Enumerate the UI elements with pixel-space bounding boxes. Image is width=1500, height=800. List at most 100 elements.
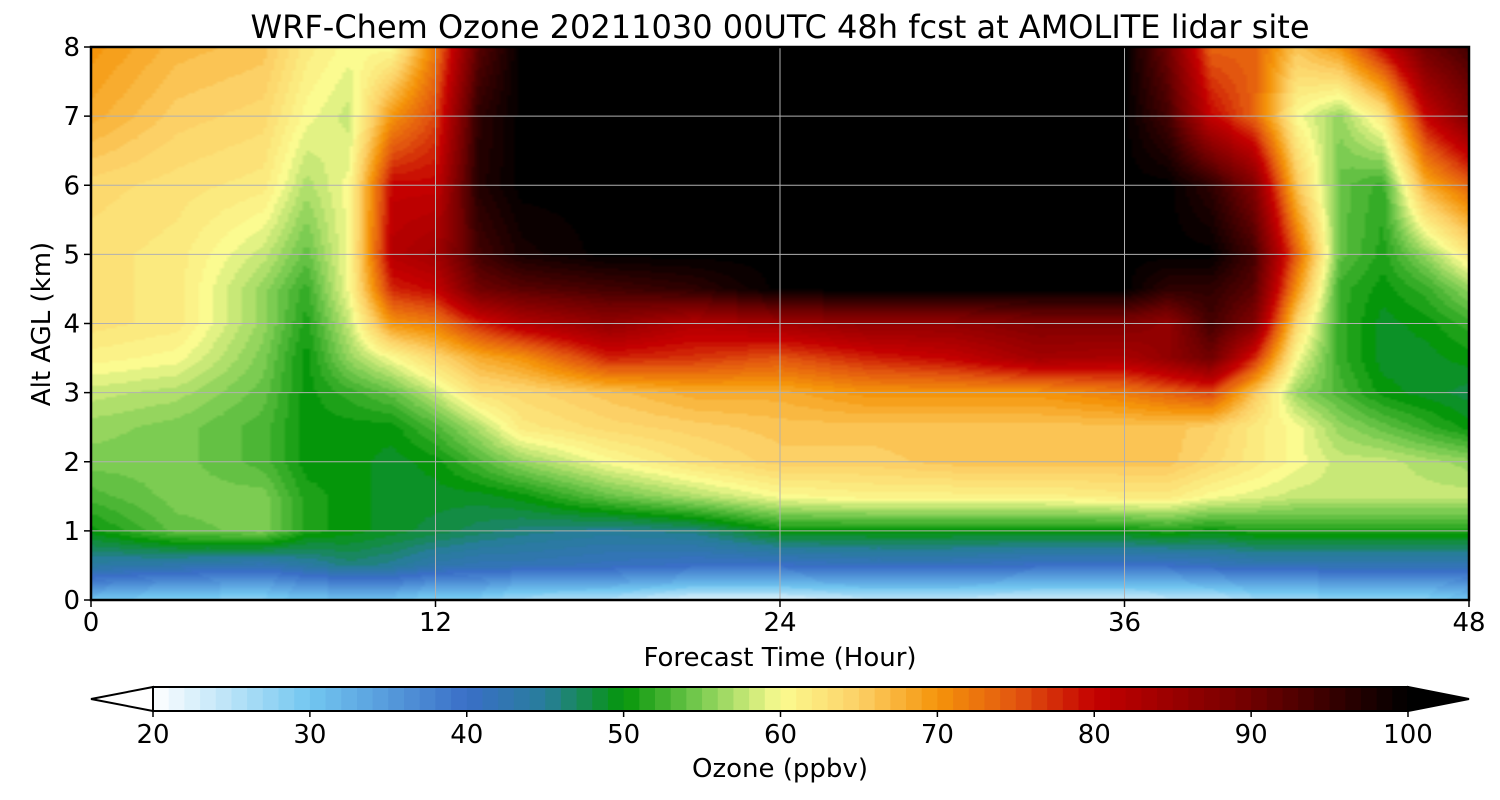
y-tick-label: 6	[63, 171, 80, 201]
colorbar-swatch	[1376, 687, 1393, 711]
colorbar-swatch	[1251, 687, 1268, 711]
colorbar-swatch	[1313, 687, 1331, 711]
colorbar-swatch	[1141, 687, 1158, 711]
x-tick-label: 0	[83, 608, 100, 638]
colorbar-swatch	[388, 687, 405, 711]
colorbar-swatch	[639, 687, 656, 711]
y-tick-label: 8	[63, 33, 80, 63]
colorbar-swatch	[294, 687, 311, 711]
colorbar-swatch	[482, 687, 499, 711]
colorbar-tick-label: 90	[1235, 720, 1268, 750]
colorbar-swatch	[1015, 687, 1033, 711]
colorbar-tick-label: 40	[450, 720, 483, 750]
x-tick-label: 12	[419, 608, 452, 638]
colorbar-swatch	[827, 687, 844, 711]
colorbar-swatch	[1266, 687, 1284, 711]
y-tick-label: 4	[63, 310, 80, 340]
colorbar-swatch	[451, 687, 468, 711]
colorbar-tick-label: 20	[136, 720, 169, 750]
colorbar-swatch	[1204, 687, 1221, 711]
colorbar-swatch	[1062, 687, 1080, 711]
colorbar-swatch	[1125, 687, 1142, 711]
colorbar-swatch	[466, 687, 484, 711]
colorbar-swatch	[529, 687, 546, 711]
colorbar-swatch	[168, 687, 185, 711]
colorbar-swatch	[906, 687, 923, 711]
colorbar-label: Ozone (ppbv)	[692, 754, 868, 784]
colorbar-swatch	[843, 687, 860, 711]
colorbar-swatch	[1345, 687, 1362, 711]
colorbar-swatch	[1157, 687, 1174, 711]
colorbar-swatch	[592, 687, 609, 711]
colorbar-swatch	[576, 687, 593, 711]
colorbar-swatch	[372, 687, 389, 711]
colorbar-swatch	[247, 687, 264, 711]
colorbar-swatch	[858, 687, 876, 711]
colorbar-swatch	[1235, 687, 1252, 711]
colorbar-swatches	[153, 687, 1409, 711]
x-tick-label: 48	[1452, 608, 1485, 638]
y-tick-label: 3	[63, 379, 80, 409]
colorbar-swatch	[184, 687, 201, 711]
colorbar-high-extend	[1407, 685, 1470, 713]
colorbar-swatch	[921, 687, 938, 711]
colorbar-ticks: 20 30 40 50 60 70 80 90 100	[136, 711, 1433, 750]
y-tick-label: 2	[63, 448, 80, 478]
colorbar-swatch	[309, 687, 327, 711]
colorbar-swatch	[764, 687, 782, 711]
colorbar-swatch	[1031, 687, 1048, 711]
y-axis-label: Alt AGL (km)	[27, 242, 57, 406]
colorbar-swatch	[1298, 687, 1315, 711]
y-tick-label: 0	[63, 586, 80, 616]
colorbar-swatch	[1392, 687, 1409, 711]
colorbar-swatch	[278, 687, 295, 711]
chart-title: WRF-Chem Ozone 20211030 00UTC 48h fcst a…	[250, 8, 1309, 46]
colorbar-swatch	[890, 687, 907, 711]
x-tick-label: 24	[763, 608, 796, 638]
colorbar-swatch	[780, 687, 797, 711]
y-axis-ticks: 0 1 2 3 4 5 6 7 8	[63, 33, 91, 616]
plot-area	[89, 45, 1471, 602]
colorbar-swatch	[498, 687, 515, 711]
colorbar-swatch	[623, 687, 640, 711]
colorbar-swatch	[262, 687, 280, 711]
colorbar-swatch	[670, 687, 687, 711]
x-axis-label: Forecast Time (Hour)	[643, 643, 916, 673]
colorbar-swatch	[560, 687, 578, 711]
colorbar-swatch	[1188, 687, 1205, 711]
colorbar-swatch	[984, 687, 1001, 711]
grid-lines	[91, 47, 1469, 600]
colorbar-swatch	[968, 687, 986, 711]
colorbar-swatch	[1094, 687, 1111, 711]
colorbar-swatch	[796, 687, 813, 711]
colorbar-swatch	[1109, 687, 1127, 711]
colorbar-swatch	[655, 687, 672, 711]
colorbar-swatch	[1219, 687, 1237, 711]
colorbar-swatch	[686, 687, 703, 711]
colorbar-swatch	[811, 687, 829, 711]
y-tick-label: 5	[63, 240, 80, 270]
colorbar-tick-label: 100	[1383, 720, 1433, 750]
colorbar-tick-label: 80	[1078, 720, 1111, 750]
colorbar-swatch	[717, 687, 735, 711]
colorbar-swatch	[215, 687, 233, 711]
colorbar-low-extend	[90, 685, 154, 713]
x-tick-label: 36	[1108, 608, 1141, 638]
colorbar-swatch	[545, 687, 562, 711]
colorbar-swatch	[1329, 687, 1346, 711]
colorbar-swatch	[200, 687, 217, 711]
colorbar-tick-label: 70	[921, 720, 954, 750]
colorbar-swatch	[1282, 687, 1299, 711]
colorbar-swatch	[513, 687, 531, 711]
colorbar-swatch	[356, 687, 374, 711]
colorbar-swatch	[153, 687, 170, 711]
colorbar-swatch	[1078, 687, 1095, 711]
colorbar-swatch	[1047, 687, 1064, 711]
colorbar-swatch	[607, 687, 625, 711]
colorbar-swatch	[1360, 687, 1378, 711]
colorbar-swatch	[1000, 687, 1017, 711]
colorbar-swatch	[325, 687, 342, 711]
colorbar-swatch	[404, 687, 421, 711]
colorbar-swatch	[231, 687, 248, 711]
